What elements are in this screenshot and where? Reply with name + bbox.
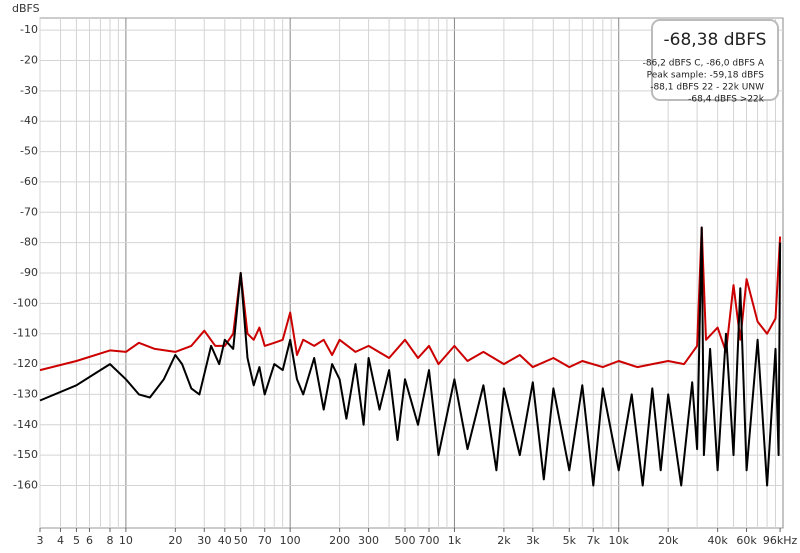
- y-tick-label: -40: [20, 114, 38, 127]
- x-tick-label: 8: [106, 534, 113, 547]
- y-tick-label: -10: [20, 23, 38, 36]
- y-tick-label: -130: [13, 387, 38, 400]
- y-tick-label: -160: [13, 479, 38, 492]
- x-tick-label: 60k: [736, 534, 757, 547]
- x-tick-label: 10k: [609, 534, 630, 547]
- x-tick-label: 700: [419, 534, 440, 547]
- y-tick-label: -30: [20, 84, 38, 97]
- x-tick-label: 4: [57, 534, 64, 547]
- y-tick-label: -90: [20, 266, 38, 279]
- y-tick-label: -140: [13, 418, 38, 431]
- info-line: -68,4 dBFS >22k: [688, 95, 765, 105]
- x-tick-label: 500: [394, 534, 415, 547]
- x-tick-label: 40k: [707, 534, 728, 547]
- x-tick-label: 1k: [448, 534, 462, 547]
- x-tick-label: 70: [258, 534, 272, 547]
- info-line: -88,1 dBFS 22 - 22k UNW: [650, 83, 764, 93]
- x-tick-label: 40: [218, 534, 232, 547]
- x-tick-label: 96kHz: [763, 534, 798, 547]
- y-tick-label: -110: [13, 327, 38, 340]
- x-tick-label: 100: [280, 534, 301, 547]
- x-tick-label: 30: [197, 534, 211, 547]
- info-line: -86,2 dBFS C, -86,0 dBFS A: [643, 59, 765, 69]
- y-tick-label: -70: [20, 205, 38, 218]
- x-tick-label: 7k: [587, 534, 601, 547]
- y-tick-label: -60: [20, 175, 38, 188]
- x-tick-label: 5: [73, 534, 80, 547]
- x-tick-label: 3: [37, 534, 44, 547]
- spectrum-line: [39, 226, 782, 487]
- x-tick-label: 5k: [563, 534, 577, 547]
- y-axis-title: dBFS: [12, 2, 40, 15]
- y-tick-label: -80: [20, 236, 38, 249]
- info-main: -68,38 dBFS: [664, 30, 767, 50]
- x-tick-label: 200: [329, 534, 350, 547]
- y-tick-label: -100: [13, 296, 38, 309]
- y-tick-label: -150: [13, 448, 38, 461]
- x-tick-label: 3k: [526, 534, 540, 547]
- x-tick-label: 300: [358, 534, 379, 547]
- info-box: [651, 19, 779, 101]
- x-tick-label: 6: [86, 534, 93, 547]
- y-tick-label: -50: [20, 145, 38, 158]
- info-line: Peak sample: -59,18 dBFS: [647, 71, 765, 81]
- x-tick-label: 50: [234, 534, 248, 547]
- y-tick-label: -20: [20, 54, 38, 67]
- x-tick-label: 10: [119, 534, 133, 547]
- series: [39, 226, 782, 487]
- x-tick-label: 2k: [497, 534, 511, 547]
- x-tick-label: 20k: [658, 534, 679, 547]
- x-tick-label: 20: [168, 534, 182, 547]
- y-tick-label: -120: [13, 357, 38, 370]
